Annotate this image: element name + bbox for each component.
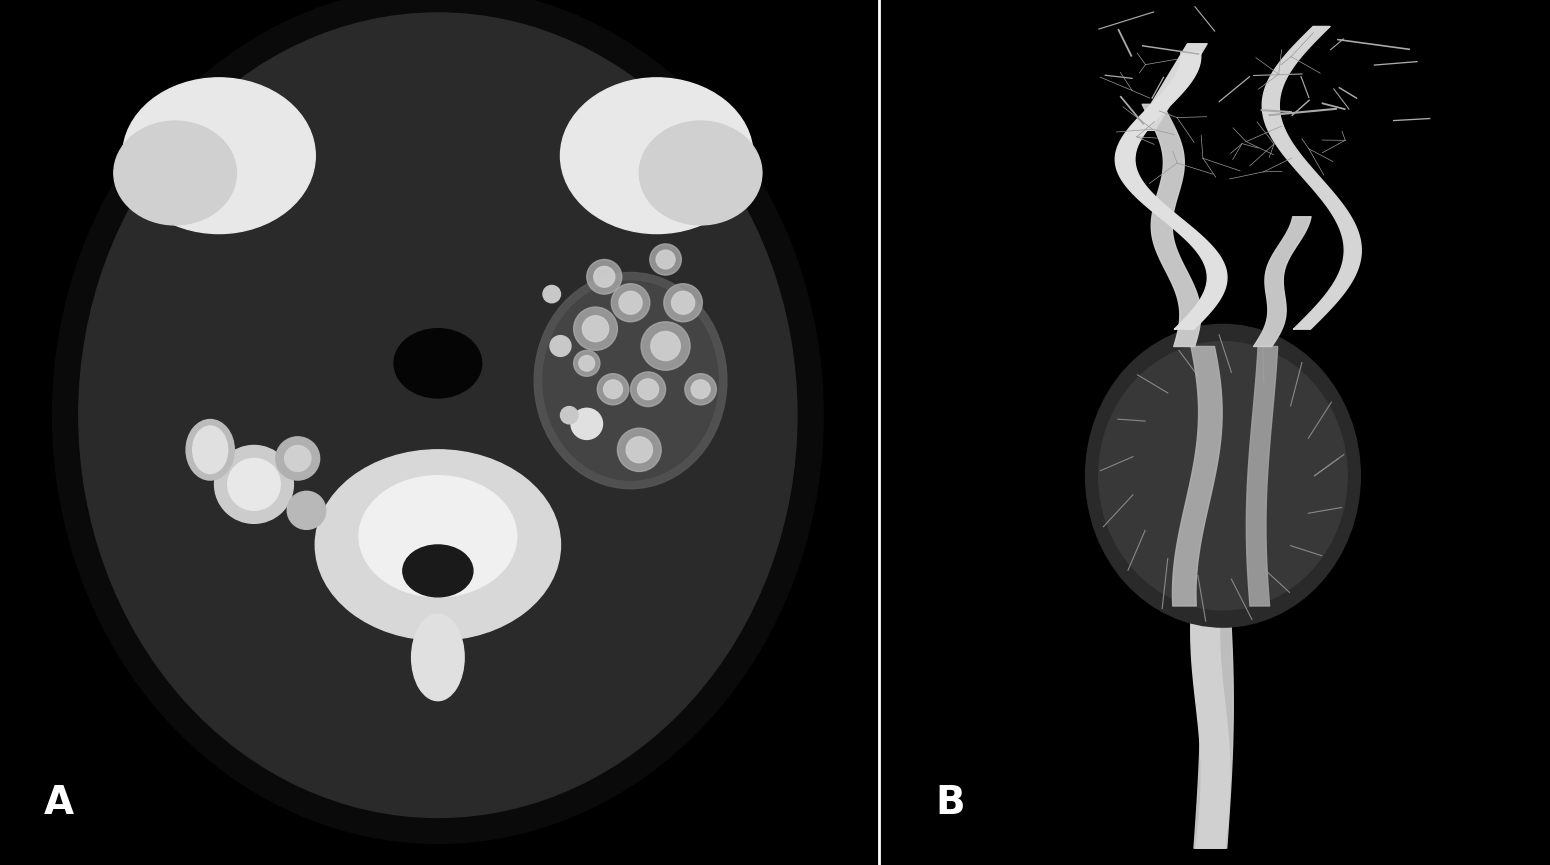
- Text: A: A: [43, 784, 74, 822]
- Circle shape: [550, 336, 570, 356]
- Circle shape: [603, 380, 623, 399]
- Circle shape: [276, 437, 319, 480]
- Circle shape: [656, 250, 676, 269]
- Ellipse shape: [394, 329, 482, 398]
- Circle shape: [587, 260, 622, 294]
- Circle shape: [691, 380, 710, 399]
- Circle shape: [583, 316, 609, 342]
- Circle shape: [594, 266, 615, 287]
- Circle shape: [228, 458, 281, 510]
- Ellipse shape: [639, 121, 763, 225]
- Ellipse shape: [561, 78, 753, 234]
- Ellipse shape: [113, 121, 237, 225]
- Ellipse shape: [403, 545, 473, 597]
- Circle shape: [570, 408, 603, 439]
- Text: B: B: [935, 784, 964, 822]
- Ellipse shape: [535, 272, 727, 489]
- Ellipse shape: [542, 281, 718, 480]
- Circle shape: [597, 374, 629, 405]
- Ellipse shape: [186, 420, 234, 480]
- Ellipse shape: [315, 450, 561, 640]
- Circle shape: [611, 284, 649, 322]
- Circle shape: [214, 445, 293, 523]
- Circle shape: [287, 491, 326, 529]
- Circle shape: [578, 356, 595, 371]
- Ellipse shape: [53, 0, 823, 843]
- Ellipse shape: [122, 78, 315, 234]
- Circle shape: [574, 350, 600, 376]
- Circle shape: [574, 307, 617, 350]
- Ellipse shape: [1085, 324, 1361, 627]
- Circle shape: [649, 244, 682, 275]
- Circle shape: [642, 322, 690, 370]
- Circle shape: [651, 331, 680, 361]
- Circle shape: [542, 285, 561, 303]
- Ellipse shape: [412, 614, 463, 701]
- Ellipse shape: [192, 426, 228, 474]
- Circle shape: [285, 445, 312, 471]
- Circle shape: [561, 407, 578, 424]
- Circle shape: [631, 372, 665, 407]
- Circle shape: [671, 292, 694, 314]
- Ellipse shape: [79, 13, 797, 817]
- Circle shape: [561, 398, 612, 450]
- Circle shape: [685, 374, 716, 405]
- Circle shape: [663, 284, 702, 322]
- Ellipse shape: [1099, 342, 1347, 610]
- Ellipse shape: [360, 476, 516, 597]
- Circle shape: [618, 292, 642, 314]
- Circle shape: [637, 379, 659, 400]
- Circle shape: [626, 437, 653, 463]
- Circle shape: [617, 428, 662, 471]
